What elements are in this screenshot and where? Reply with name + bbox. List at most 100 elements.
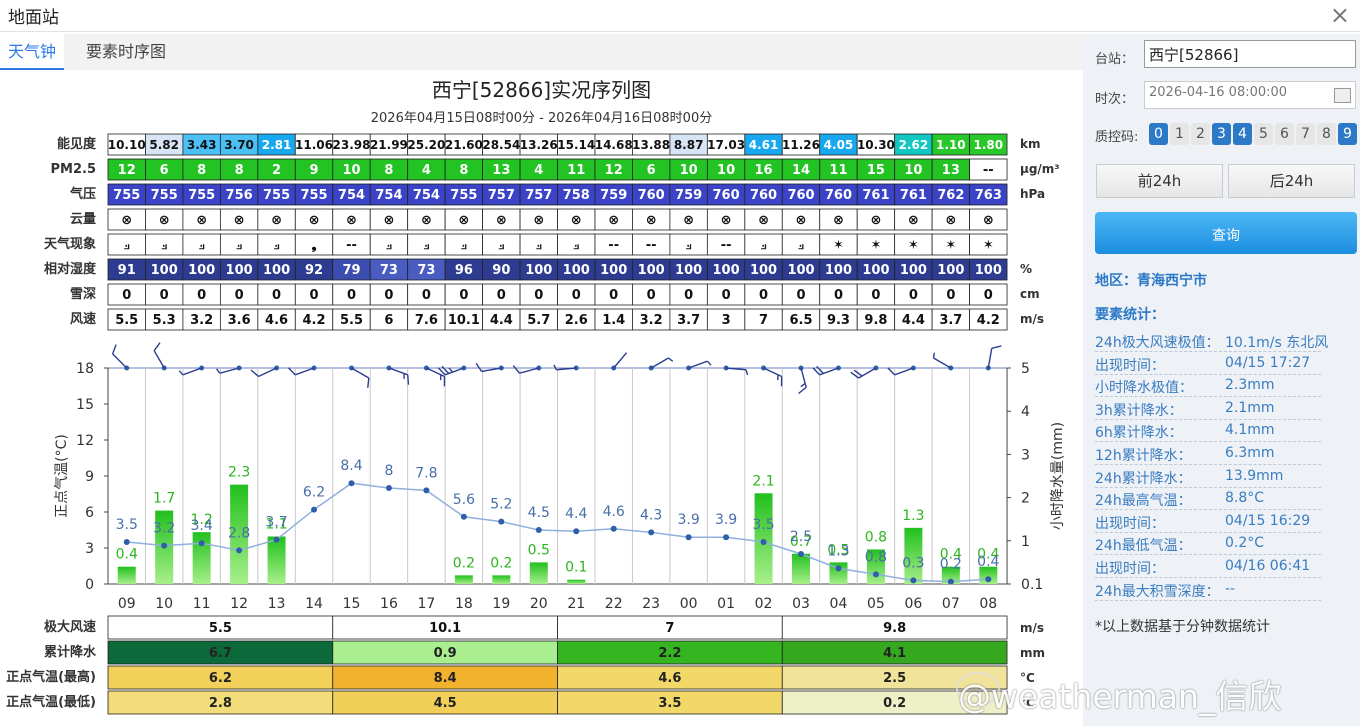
cell-value: ⟓: [498, 238, 504, 253]
precip-label: 0.7: [790, 534, 812, 550]
stat-value: 04/15 16:29: [1225, 512, 1311, 529]
row-unit: m/s: [1020, 312, 1044, 326]
precip-bar: [492, 575, 511, 584]
close-icon[interactable]: ×: [1329, 1, 1350, 29]
cell-value: ⟓: [760, 238, 766, 253]
qc-code-2[interactable]: 2: [1191, 123, 1210, 145]
weibo-logo-icon: [956, 672, 1000, 706]
temperature-label: 8: [384, 463, 393, 479]
cell-value: 0: [759, 288, 768, 303]
stat-key: 24h极大风速极值：: [1095, 335, 1220, 351]
wind-barb: [351, 367, 370, 388]
cell-value: 17.03: [707, 138, 745, 152]
summary-value: 0.2: [883, 696, 906, 711]
qc-code-8[interactable]: 8: [1317, 123, 1336, 145]
qc-code-9[interactable]: 9: [1338, 123, 1357, 145]
cell-value: ⊗: [870, 213, 881, 228]
precip-bar: [904, 527, 923, 584]
cell-value: ⊗: [908, 213, 919, 228]
calendar-icon[interactable]: [1334, 88, 1351, 103]
qc-code-0[interactable]: 0: [1149, 123, 1168, 145]
cell-value: --: [983, 163, 994, 178]
cell-value: 4.05: [824, 138, 854, 152]
cell-value: 11: [567, 163, 585, 178]
tab-element-timeseries[interactable]: 要素时序图: [86, 42, 167, 61]
cell-value: 0: [384, 288, 393, 303]
temperature-label: 3.9: [677, 512, 699, 528]
qc-label: 质控码:: [1095, 130, 1139, 145]
time-value: 2026-04-16 08:00:00: [1149, 85, 1288, 100]
tab-weather-clock[interactable]: 天气钟: [0, 34, 65, 70]
cell-value: ⟓: [798, 238, 804, 253]
query-button-label: 查询: [1212, 228, 1240, 244]
station-input[interactable]: 西宁[52866]: [1144, 40, 1356, 68]
stat-key: 24h累计降水：: [1095, 470, 1192, 487]
summary-value: 6.2: [209, 671, 232, 686]
cell-value: 16: [755, 163, 773, 178]
stat-row: 小时降水极值： 2.3mm: [1095, 375, 1321, 398]
wind-barb: [178, 367, 202, 376]
qc-code-4[interactable]: 4: [1233, 123, 1252, 145]
cell-value: 757: [488, 188, 515, 203]
qc-code-5[interactable]: 5: [1254, 123, 1273, 145]
cell-value: ⟓: [686, 238, 692, 253]
wind-barb: [650, 357, 674, 369]
prev-24h-button[interactable]: 前24h: [1096, 164, 1223, 198]
right-tick-label: 2: [1021, 491, 1030, 507]
cell-value: 100: [600, 263, 627, 278]
cell-value: 9: [310, 163, 319, 178]
temperature-label: 3.4: [191, 518, 213, 534]
cell-value: 756: [226, 188, 253, 203]
qc-code-6[interactable]: 6: [1275, 123, 1294, 145]
temperature-label: 6.2: [303, 485, 325, 501]
x-tick-label: 01: [717, 596, 735, 612]
cell-value: 2: [272, 163, 281, 178]
wind-barb: [111, 344, 128, 369]
stat-value: 0.2°C: [1225, 535, 1265, 552]
summary-row-label: 累计降水: [44, 644, 97, 660]
time-input[interactable]: 2026-04-16 08:00:00: [1144, 81, 1356, 109]
wind-barb: [812, 365, 839, 376]
qc-code-1[interactable]: 1: [1170, 123, 1189, 145]
cell-value: ✶: [908, 238, 919, 253]
right-axis-label: 小时降水量(mm): [1050, 422, 1066, 530]
x-tick-label: 17: [417, 596, 435, 612]
row-label: 相对湿度: [44, 261, 97, 277]
x-tick-label: 20: [530, 596, 548, 612]
cell-value: 15: [867, 163, 885, 178]
precip-label: 0.8: [865, 529, 887, 545]
cell-value: 759: [675, 188, 702, 203]
query-button[interactable]: 查询: [1095, 212, 1357, 254]
x-tick-label: 21: [567, 596, 585, 612]
time-label: 时次：: [1095, 92, 1135, 107]
qc-code-7[interactable]: 7: [1296, 123, 1315, 145]
precip-label: 0.1: [565, 560, 587, 576]
qc-code-3[interactable]: 3: [1212, 123, 1231, 145]
cell-value: 3.43: [187, 138, 217, 152]
cell-value: ⊗: [121, 213, 132, 228]
summary-row-unit: m/s: [1020, 621, 1044, 635]
cell-value: 10.1: [448, 313, 480, 328]
cell-value: 100: [713, 263, 740, 278]
x-tick-label: 07: [942, 596, 960, 612]
precip-label: 0.4: [977, 547, 999, 563]
cell-value: 7: [759, 313, 768, 328]
summary-row-unit: mm: [1020, 646, 1045, 660]
temperature-label: 4.6: [603, 504, 625, 520]
temperature-point: [947, 578, 954, 585]
cell-value: 0: [459, 288, 468, 303]
summary-value: 8.4: [434, 671, 457, 686]
cell-value: 3.7: [939, 313, 962, 328]
temperature-label: 5.2: [490, 497, 512, 513]
cell-value: 4.2: [303, 313, 326, 328]
cell-value: ⊗: [421, 213, 432, 228]
window-title: 地面站: [8, 8, 59, 28]
cell-value: ⊗: [271, 213, 282, 228]
next-24h-button[interactable]: 后24h: [1228, 164, 1355, 198]
cell-value: --: [646, 238, 657, 253]
left-tick-label: 15: [76, 397, 94, 413]
temperature-label: 0.8: [865, 549, 887, 565]
summary-row-unit: °C: [1020, 696, 1035, 710]
temperature-point: [798, 551, 805, 557]
precip-bar: [754, 493, 773, 584]
